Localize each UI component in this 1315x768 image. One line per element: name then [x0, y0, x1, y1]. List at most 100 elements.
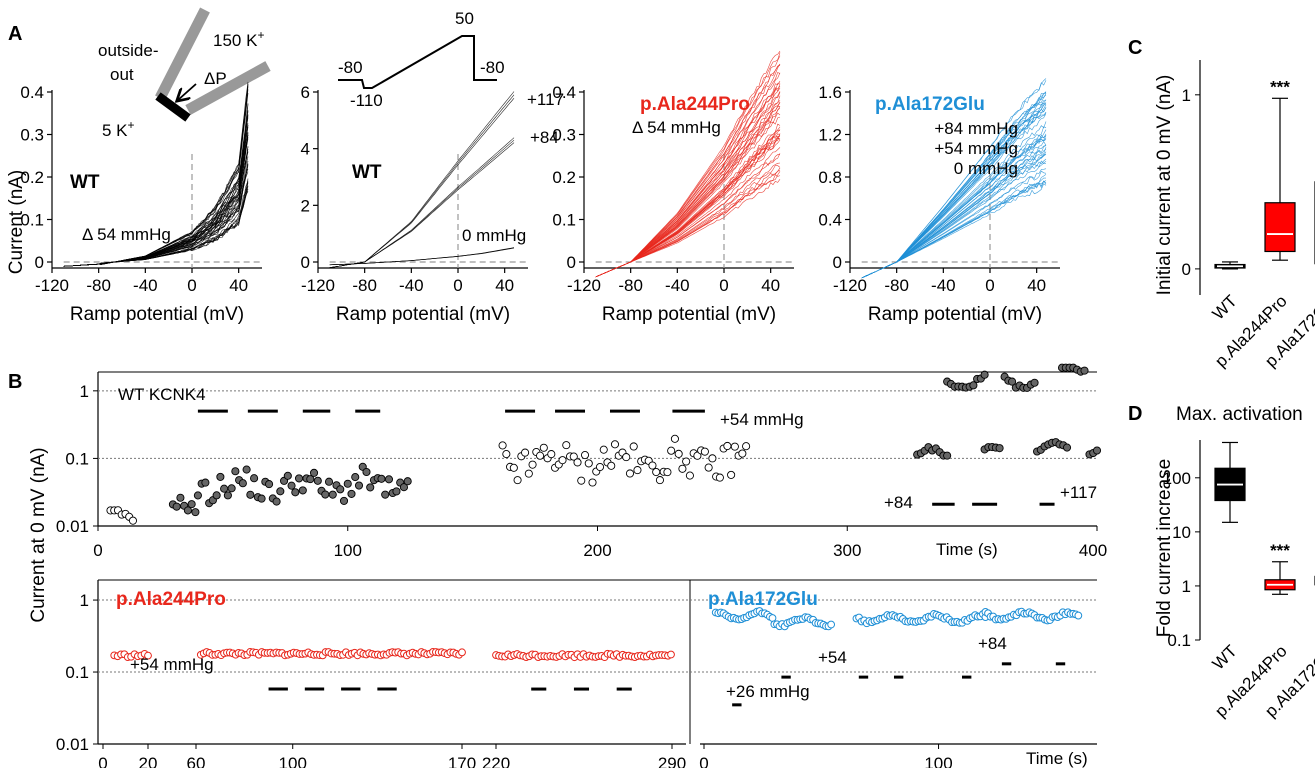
y-tick-label: 0 — [567, 253, 576, 272]
b-top-title: WT KCNK4 — [118, 385, 206, 404]
data-point — [652, 467, 661, 477]
data-point — [265, 480, 274, 489]
y-tick-label: 0.1 — [65, 449, 89, 468]
data-point — [521, 448, 530, 457]
data-point — [704, 463, 713, 472]
data-point — [580, 451, 590, 460]
data-point — [183, 506, 192, 515]
inset-delta-p-label: ΔP — [204, 69, 227, 88]
panel-a-ylabel: Current (nA) — [6, 170, 27, 275]
ramp-protocol: -80 -110 50 -80 — [338, 9, 505, 110]
current-trace — [861, 180, 1047, 279]
data-point — [730, 442, 739, 451]
data-point — [227, 484, 236, 493]
iv-plot-2: 0 2 4 6 -120 -80 -40 0 40 Ramp potential (mV) — [301, 83, 528, 325]
current-trace — [329, 137, 515, 268]
data-point — [667, 446, 676, 455]
significance-marker: *** — [1270, 77, 1290, 96]
iv-plot-3: 0 0.1 0.2 0.3 0.4 -120 -80 -40 0 40 Ramp potential… — [552, 50, 794, 325]
x-tick-label: 40 — [495, 276, 514, 295]
data-point — [629, 442, 638, 451]
current-trace — [595, 171, 781, 278]
current-trace — [595, 87, 781, 278]
x-tick-label: 200 — [583, 541, 611, 560]
data-point — [558, 456, 567, 465]
x-tick-label: 0 — [98, 754, 107, 768]
data-point — [827, 620, 836, 629]
data-point — [528, 460, 537, 469]
x-tick-label: 400 — [1079, 541, 1107, 560]
data-point — [339, 496, 349, 505]
data-point — [458, 648, 466, 657]
current-trace — [861, 180, 1047, 279]
data-point — [294, 474, 304, 483]
x-tick-label: 290 — [658, 754, 686, 768]
data-point — [969, 381, 978, 390]
x-tick-label: 40 — [229, 276, 248, 295]
x-tick-label: 220 — [482, 754, 510, 768]
data-point — [306, 475, 315, 484]
a4-pressure-annotation-2: +54 mmHg — [934, 139, 1018, 158]
y-tick-label: 4 — [301, 140, 310, 159]
data-point — [685, 471, 694, 480]
data-point — [324, 477, 334, 486]
x-tick-label: 0 — [187, 276, 196, 295]
x-tick-label: -40 — [133, 276, 158, 295]
data-point — [569, 452, 578, 461]
a2-trace-label-84: +84 — [530, 128, 559, 147]
y-tick-label: 1.6 — [818, 83, 842, 102]
current-trace — [63, 136, 249, 267]
panel-b-ylabel: Current at 0 mV (nA) — [28, 447, 49, 622]
data-point — [201, 478, 210, 487]
data-point — [723, 441, 732, 451]
box-2: ***p.Ala172Glu — [1261, 575, 1315, 721]
data-point — [588, 478, 597, 487]
y-tick-label: 0.3 — [20, 126, 44, 145]
y-tick-label: 0.4 — [818, 211, 842, 230]
panel-letter-c: C — [1128, 37, 1142, 59]
current-trace — [63, 123, 249, 267]
y-tick-label: 0.1 — [552, 211, 576, 230]
protocol-50-label: 50 — [455, 9, 474, 28]
data-point — [313, 476, 322, 485]
inset-5k-label: 5 K+ — [102, 118, 135, 140]
x-tick-label: 0 — [719, 276, 728, 295]
significance-marker: *** — [1270, 541, 1290, 560]
data-point — [298, 486, 307, 495]
data-point — [223, 491, 232, 500]
current-trace — [595, 116, 781, 278]
x-tick-label: 40 — [761, 276, 780, 295]
b-bottom-right-plot: 0 100 — [699, 607, 1097, 768]
b-bottom-left-pressure: +54 mmHg — [130, 655, 214, 674]
y-tick-label: 0.01 — [56, 517, 89, 536]
data-point — [539, 443, 548, 452]
y-tick-label: 1 — [80, 591, 89, 610]
y-tick-label: 100 — [1163, 469, 1191, 488]
data-point — [674, 449, 683, 458]
data-point — [193, 491, 202, 500]
x-tick-label: -120 — [301, 276, 335, 295]
data-point — [678, 464, 687, 473]
x-tick-label: 100 — [279, 754, 307, 768]
y-tick-label: 1 — [1182, 86, 1191, 105]
data-point — [1074, 611, 1083, 620]
data-point — [1062, 443, 1072, 452]
a4-mutant-label: p.Ala172Glu — [875, 94, 985, 115]
x-tick-label: -80 — [86, 276, 111, 295]
current-trace — [595, 50, 781, 278]
data-point — [599, 445, 608, 454]
y-tick-label: 0.4 — [20, 83, 44, 102]
data-point — [547, 450, 556, 459]
data-point — [384, 475, 394, 484]
current-trace — [63, 115, 249, 267]
iv-plot-4: 0 0.4 0.8 1.2 1.6 -120 -80 -40 0 40 Ramp potential… — [818, 78, 1060, 325]
y-tick-label: 0.3 — [552, 126, 576, 145]
a3-mutant-label: p.Ala244Pro — [640, 94, 750, 115]
panel-letter-d: D — [1128, 403, 1142, 425]
y-tick-label: 1.2 — [818, 126, 842, 145]
a1-pressure-annotation: Δ 54 mmHg — [82, 225, 171, 244]
y-tick-label: 0.2 — [552, 168, 576, 187]
